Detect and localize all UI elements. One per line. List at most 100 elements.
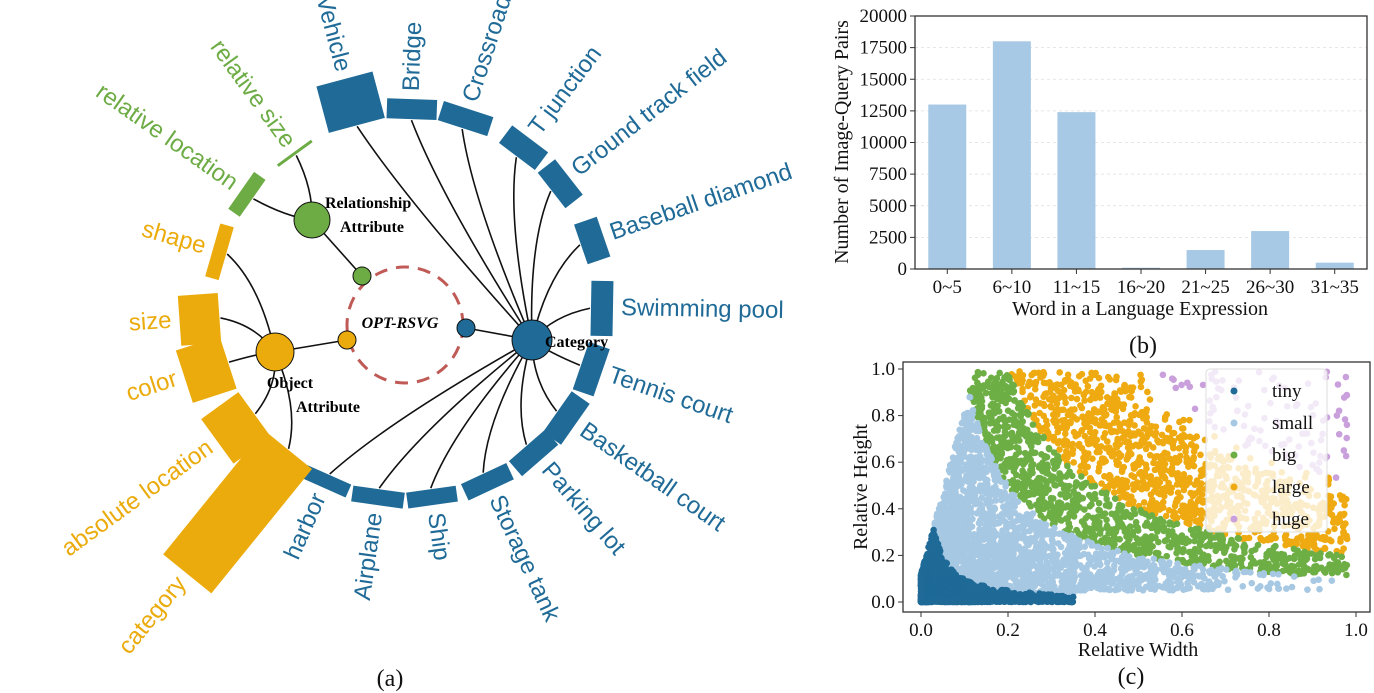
scatter-point-large [1084, 382, 1092, 390]
scatter-point-huge [1168, 375, 1176, 382]
scatter-point-big [1235, 535, 1243, 542]
scatter-point-big [1145, 513, 1153, 520]
segment-tennis-court [572, 341, 610, 397]
scatter-point-large [1064, 411, 1072, 419]
scatter-point-small [1151, 586, 1159, 593]
scatter-point-large [1053, 423, 1061, 431]
relationship-attribute-center-node [352, 266, 372, 286]
scatter-point-large [1146, 451, 1154, 459]
scatter-point-large [1117, 388, 1125, 395]
label-vehicle: Vehicle [310, 0, 356, 74]
scatter-point-small [1328, 577, 1336, 584]
scatter-point-large [1160, 492, 1168, 500]
scatter-point-large [1140, 499, 1148, 506]
scatter-point-large [1077, 462, 1085, 470]
scatter-point-large [1049, 411, 1057, 418]
segment-relative-size [276, 139, 313, 167]
scatter-point-large [1075, 372, 1083, 380]
scatter-point-big [1004, 407, 1012, 414]
scatter-point-small [1000, 504, 1008, 512]
scatter-point-large [1120, 493, 1128, 501]
scatter-point-big [989, 393, 996, 401]
scatter-point-big [1321, 569, 1329, 576]
scatter-point-big [1160, 527, 1168, 535]
bar-y-tick-label: 12500 [860, 101, 908, 122]
scatter-point-big [982, 389, 990, 397]
scatter-point-large [1108, 406, 1115, 413]
scatter-point-big [1295, 561, 1303, 568]
scatter-point-huge [1343, 421, 1351, 429]
scatter-point-big [1038, 450, 1045, 458]
scatter-point-large [1060, 454, 1068, 462]
scatter-point-small [1096, 561, 1104, 569]
label-shape: shape [139, 216, 209, 260]
bar-x-tick-label: 31~35 [1311, 277, 1359, 298]
scatter-point-large [1106, 376, 1114, 383]
label-t-junction: T junction [523, 41, 607, 140]
scatter-point-small [958, 419, 966, 427]
scatter-point-large [1062, 399, 1069, 407]
scatter-point-small [1310, 577, 1318, 585]
scatter-point-small [1224, 586, 1232, 594]
scatter-point-large [1137, 431, 1145, 438]
bar-y-tick-label: 7500 [869, 164, 907, 185]
segment-vehicle [316, 71, 385, 133]
scatter-point-large [1095, 468, 1102, 475]
bar-21~25 [1186, 250, 1225, 269]
scatter-point-large [1147, 491, 1155, 498]
scatter-point-big [1343, 571, 1350, 579]
scatter-point-small [1124, 587, 1131, 594]
scatter-point-large [1146, 396, 1154, 403]
scatter-point-large [1182, 448, 1189, 456]
scatter-point-large [1119, 427, 1126, 435]
scatter-point-big [993, 434, 1001, 442]
scatter-point-large [1040, 379, 1048, 387]
scatter-point-big [987, 415, 994, 422]
scatter-point-large [1036, 409, 1043, 417]
scatter-point-large [1019, 388, 1026, 396]
scatter-point-small [1248, 579, 1256, 587]
scatter-point-large [1186, 416, 1193, 424]
scatter-point-large [1178, 425, 1186, 432]
link-bridge [410, 119, 533, 341]
scatter-point-large [1101, 472, 1108, 480]
bar-y-tick-label: 0 [898, 259, 908, 280]
scatter-point-big [1183, 560, 1190, 567]
scatter-point-big [1111, 495, 1119, 502]
scatter-point-big [1309, 568, 1317, 576]
object-attribute-center-node [337, 330, 357, 350]
scatter-point-small [1106, 586, 1114, 594]
bar-y-tick-label: 10000 [860, 133, 908, 154]
scatter-point-small [1275, 570, 1282, 578]
scatter-point-big [1121, 513, 1129, 521]
label-size: size [128, 307, 172, 337]
segment-category [163, 430, 313, 594]
segment-ground-track-field [537, 159, 583, 209]
scatter-point-large [1045, 395, 1053, 403]
scatter-point-big [1338, 553, 1346, 561]
scatter-point-small [1239, 582, 1247, 590]
scatter-point-big [1148, 524, 1155, 532]
scatter-point-large [1162, 512, 1170, 520]
segment-size [177, 293, 222, 346]
link-t-junction [513, 157, 533, 341]
object-attribute-hub-label-line1: Object [267, 375, 314, 392]
scatter-point-big [1325, 551, 1332, 559]
scatter-point-huge [1178, 381, 1185, 389]
scatter-point-big [1330, 554, 1338, 562]
scatter-point-big [1028, 484, 1036, 491]
scatter-point-small [1223, 566, 1230, 573]
bar-grid [915, 15, 1367, 270]
scatter-point-huge [1334, 381, 1342, 388]
scatter-point-big [1089, 495, 1096, 503]
scatter-point-small [945, 467, 953, 474]
scatter-point-small [1283, 585, 1290, 592]
scatter-point-small [1316, 585, 1323, 593]
segment-ship [406, 485, 458, 509]
scatter-point-large [1081, 449, 1088, 456]
scatter-point-large [1116, 423, 1124, 430]
scatter-point-huge [1333, 412, 1341, 419]
scatter-point-large [1081, 432, 1089, 440]
scatter-point-big [986, 420, 994, 427]
scatter-point-large [1068, 394, 1075, 402]
